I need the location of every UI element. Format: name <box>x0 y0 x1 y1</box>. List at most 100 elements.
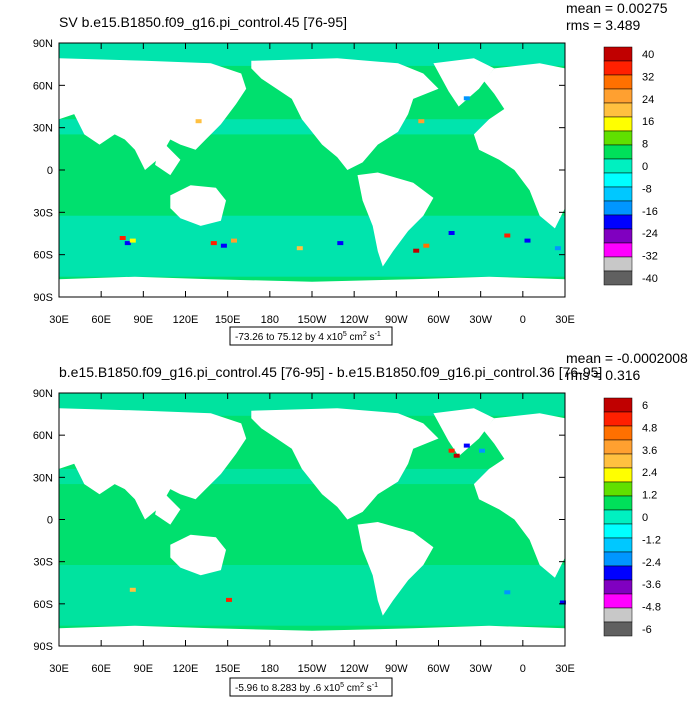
lon-label: 90E <box>134 314 154 326</box>
lon-label: 150E <box>215 314 241 326</box>
lon-label: 150W <box>298 663 327 675</box>
lat-label: 0 <box>47 515 53 527</box>
land-southasia <box>155 139 181 176</box>
anomaly-cell <box>479 448 485 453</box>
colorbar-label: 24 <box>642 94 654 106</box>
stat-mean: mean = -0.0002008 <box>566 350 688 366</box>
anomaly-cell <box>296 246 303 251</box>
anomaly-cell <box>119 236 126 240</box>
colorbar-swatch <box>603 481 633 497</box>
range-text: -5.96 to 8.283 by .6 x10 <box>235 683 341 694</box>
colorbar-label: -6 <box>642 624 652 636</box>
panel-title: SV b.e15.B1850.f09_g16.pi_control.45 [76… <box>59 14 347 30</box>
colorbar-swatch <box>603 130 633 146</box>
anomaly-cell <box>129 587 136 592</box>
lon-label: 150W <box>298 314 327 326</box>
colorbar-label: 1.2 <box>642 490 657 502</box>
anomaly-cell <box>231 238 237 243</box>
land-south-america <box>357 522 434 616</box>
anomaly-cell <box>418 119 425 124</box>
range-exp: 5 <box>340 682 344 689</box>
anomaly-cell <box>504 233 511 238</box>
range-unit-exp-d: -1 <box>372 682 378 689</box>
colorbar-swatch <box>603 523 633 539</box>
colorbar-label: -4.8 <box>642 602 661 614</box>
anomaly-cell <box>463 443 470 448</box>
colorbar-swatch <box>603 537 633 553</box>
colorbar-swatch <box>603 60 633 76</box>
land-north-america <box>251 408 439 520</box>
lat-label: 60N <box>33 80 53 92</box>
land-australia <box>170 534 226 576</box>
colorbar-label: 2.4 <box>642 467 657 479</box>
colorbar-swatch <box>603 214 633 230</box>
colorbar-label: 16 <box>642 116 654 128</box>
land-europe-africa <box>473 63 565 229</box>
anomaly-cell <box>220 243 227 248</box>
anomaly-cell <box>337 241 344 246</box>
stat-mean: mean = 0.00275 <box>566 0 668 16</box>
anomaly-cell <box>210 241 217 246</box>
ocean-band <box>59 565 565 626</box>
anomaly-cell <box>195 119 202 124</box>
land-greenland <box>433 408 495 457</box>
land-greenland <box>433 58 495 107</box>
range-unit-c: s <box>364 683 372 694</box>
colorbar-label: 0 <box>642 512 648 524</box>
colorbar-label: -40 <box>642 273 658 285</box>
colorbar-label: 4.8 <box>642 422 657 434</box>
colorbar-swatch <box>603 453 633 469</box>
lon-label: 120W <box>340 663 369 675</box>
lon-label: 30E <box>555 314 575 326</box>
lat-label: 30S <box>33 207 53 219</box>
colorbar-swatch <box>603 88 633 104</box>
colorbar-swatch <box>603 102 633 118</box>
colorbar-label: 6 <box>642 400 648 412</box>
anomaly-cell <box>413 248 420 253</box>
colorbar-swatch <box>603 439 633 455</box>
colorbar-swatch <box>603 495 633 511</box>
range-unit-a: cm <box>347 332 363 343</box>
lon-label: 120E <box>173 314 199 326</box>
ocean-band <box>59 215 565 277</box>
range-unit-c: s <box>367 332 375 343</box>
colorbar-swatch <box>603 186 633 202</box>
range-unit-exp-b: 2 <box>363 331 367 338</box>
land-australia <box>170 185 226 226</box>
colorbar-swatch <box>603 270 633 286</box>
colorbar-swatch <box>603 144 633 160</box>
lat-label: 0 <box>47 165 53 177</box>
colorbar-swatch <box>603 46 633 62</box>
colorbar-label: 3.6 <box>642 445 657 457</box>
lat-label: 60N <box>33 430 53 442</box>
lat-label: 30N <box>33 123 53 135</box>
lat-label: 30S <box>33 557 53 569</box>
colorbar-label: 0 <box>642 161 648 173</box>
lat-label: 90N <box>33 38 53 50</box>
land-north-america <box>251 58 439 171</box>
colorbar-swatch <box>603 200 633 216</box>
anomaly-cell <box>554 246 561 251</box>
lon-label: 90W <box>385 663 408 675</box>
anomaly-cell <box>124 241 131 246</box>
colorbar-label: 32 <box>642 71 654 83</box>
range-label-box <box>229 326 393 346</box>
lon-label: 60E <box>91 314 111 326</box>
lat-label: 90N <box>33 388 53 400</box>
range-unit-exp-b: 2 <box>360 682 364 689</box>
colorbar-label: -8 <box>642 183 652 195</box>
map-panel-bottom: 90N 60N 30N 0 30S 60S 90S 30E 60E 90E 120E 150E 180 1… <box>33 350 688 697</box>
range-exp: 5 <box>343 331 347 338</box>
lon-label: 90E <box>134 663 154 675</box>
colorbar-swatch <box>603 411 633 427</box>
colorbar-swatch <box>603 397 633 413</box>
lat-label: 60S <box>33 599 53 611</box>
land-south-america <box>357 172 434 267</box>
lon-label: 60W <box>427 663 450 675</box>
lat-label: 90S <box>33 292 53 304</box>
range-text: -73.26 to 75.12 by 4 x10 <box>235 332 343 343</box>
lat-label: 90S <box>33 641 53 653</box>
range-label-box <box>229 677 393 697</box>
colorbar-swatch <box>603 172 633 188</box>
colorbar-label: 40 <box>642 49 654 61</box>
